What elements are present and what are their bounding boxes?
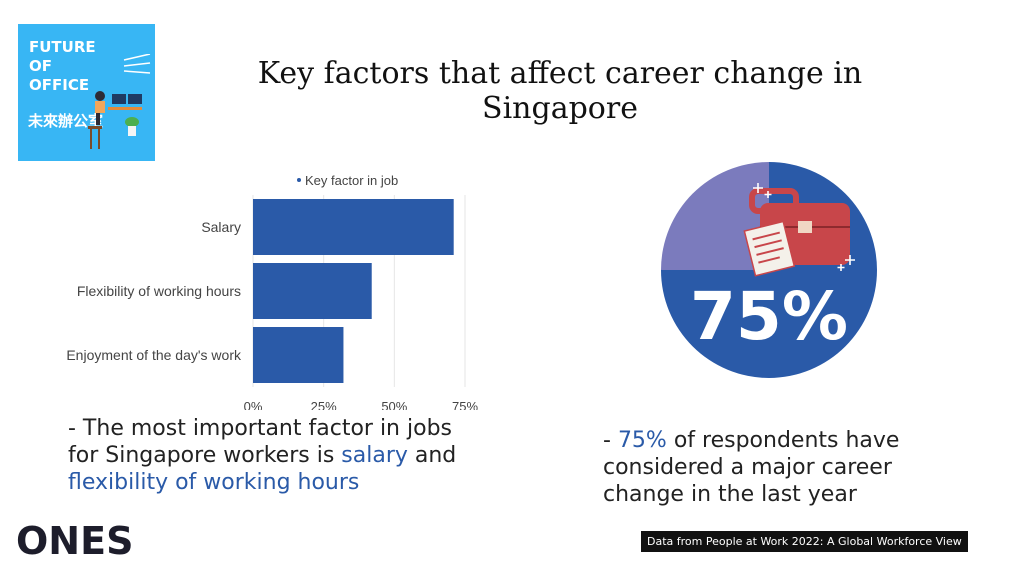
logo-chinese-text: 未來辦公室 bbox=[28, 112, 104, 130]
career-note-text: of respondents have considered a major c… bbox=[603, 428, 900, 507]
career-change-pie-chart: 75% bbox=[661, 162, 877, 378]
future-of-office-logo: FUTURE OF OFFICE 未來辦公室 bbox=[18, 24, 155, 161]
key-factors-bar-chart: 0% 25% 50% 75% Key factor in job Salary Flexib… bbox=[66, 173, 478, 410]
salary-note-text: - The most important factor in jobs for … bbox=[68, 416, 452, 468]
pie-percent-label: 75% bbox=[690, 278, 848, 355]
source-caption: Data from People at Work 2022: A Global … bbox=[641, 531, 968, 552]
legend-label: Key factor in job bbox=[305, 173, 398, 188]
salary-highlight: salary bbox=[341, 443, 408, 468]
category-label: Salary bbox=[201, 219, 241, 235]
category-label: Flexibility of working hours bbox=[77, 283, 241, 299]
logo-line-1: FUTURE bbox=[29, 38, 96, 56]
bar bbox=[253, 199, 454, 255]
percent-highlight: 75% bbox=[617, 428, 667, 453]
salary-note-and: and bbox=[407, 443, 457, 468]
category-label: Enjoyment of the day's work bbox=[66, 347, 242, 363]
legend-marker bbox=[297, 178, 301, 182]
page-title: Key factors that affect career change in… bbox=[257, 56, 863, 126]
logo-text: FUTURE OF OFFICE bbox=[29, 38, 96, 95]
career-change-note: - 75% of respondents have considered a m… bbox=[603, 427, 933, 508]
x-tick-label: 0% bbox=[244, 399, 263, 410]
office-worker-illustration-icon bbox=[88, 54, 151, 149]
bar bbox=[253, 263, 372, 319]
x-tick-label: 75% bbox=[452, 399, 478, 410]
x-tick-label: 25% bbox=[311, 399, 337, 410]
salary-note: - The most important factor in jobs for … bbox=[68, 415, 488, 496]
flexibility-highlight: flexibility of working hours bbox=[68, 470, 360, 495]
pie-slice-other bbox=[661, 162, 769, 270]
logo-line-2: OF bbox=[29, 57, 52, 75]
briefcase-icon bbox=[743, 183, 855, 277]
x-tick-label: 50% bbox=[381, 399, 407, 410]
bar bbox=[253, 327, 344, 383]
ones-logo-text: ONES bbox=[16, 520, 133, 560]
logo-line-3: OFFICE bbox=[29, 76, 90, 94]
career-note-dash: - bbox=[603, 428, 618, 453]
ones-logo: ONES bbox=[16, 520, 133, 560]
